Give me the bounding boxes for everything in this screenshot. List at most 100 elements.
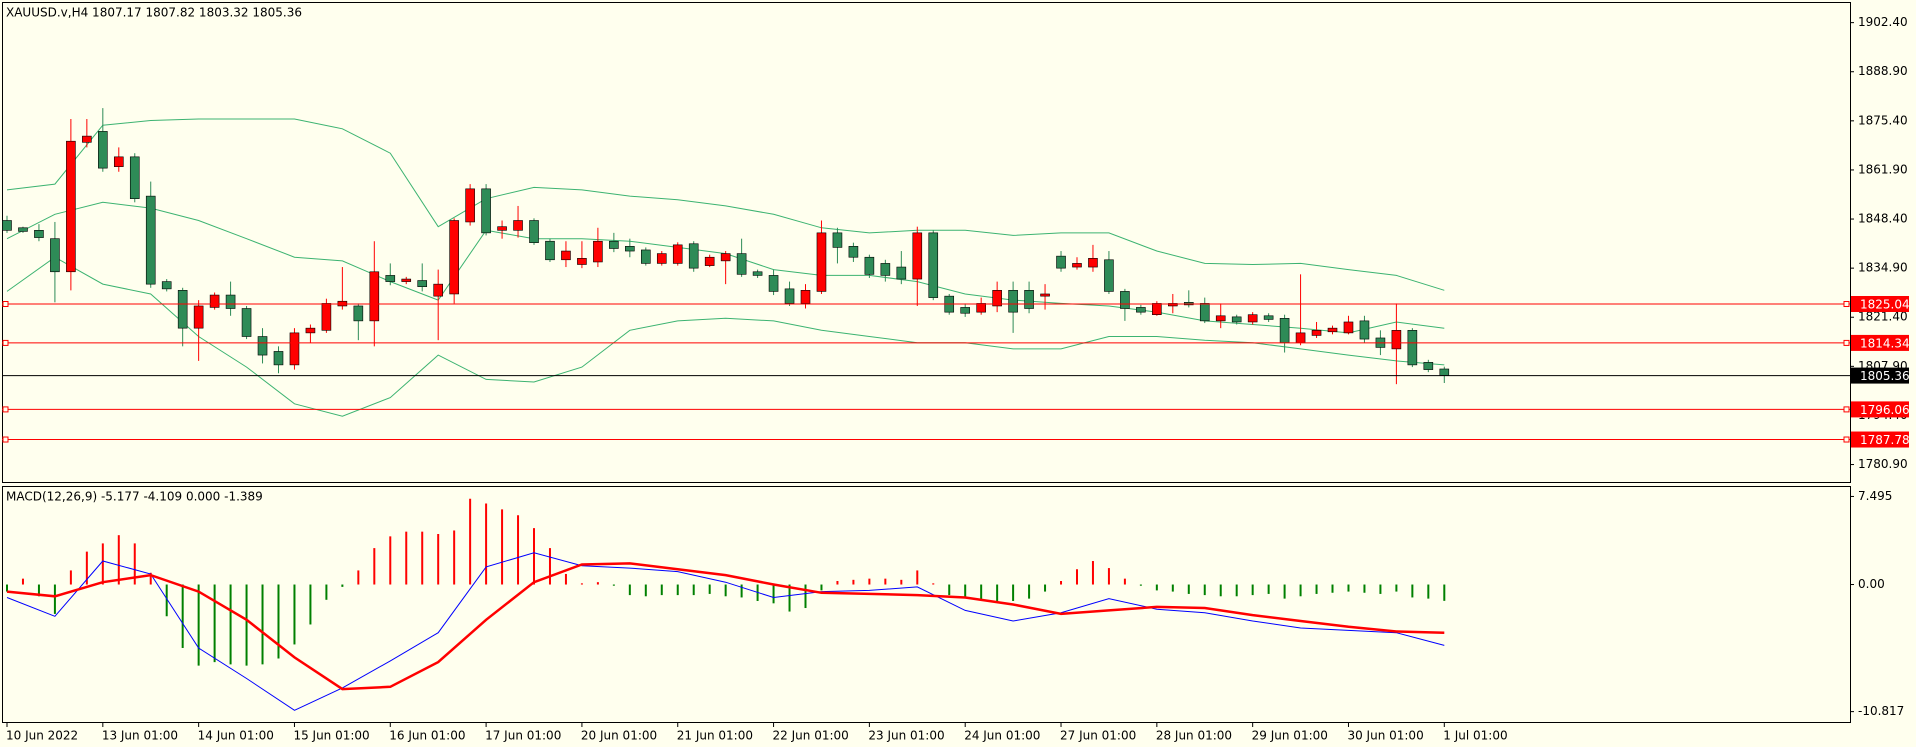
candle-body	[928, 232, 939, 298]
candle-body	[50, 238, 60, 273]
candle-body	[1359, 320, 1370, 340]
level-label-box	[1851, 401, 1909, 418]
y-tick-label: 1902.40	[1858, 15, 1908, 29]
indicator-line	[6, 552, 1445, 711]
candle-body	[1136, 307, 1146, 313]
candle-body	[1072, 263, 1082, 268]
candle-body	[880, 263, 891, 276]
candle-body	[545, 240, 555, 261]
candle-body	[18, 227, 28, 232]
candle-body	[289, 332, 300, 366]
level-label-box	[1851, 334, 1909, 351]
level-marker	[2, 301, 9, 308]
candle-body	[896, 266, 907, 280]
level-marker	[2, 339, 9, 346]
indicator-line	[6, 118, 1445, 291]
candle-body	[145, 195, 156, 285]
candle-body	[193, 305, 204, 329]
candle-body	[1040, 293, 1050, 297]
y-tick-label: 0.00	[1858, 577, 1885, 591]
candle-body	[912, 232, 923, 280]
candle-body	[1008, 290, 1018, 313]
candle-body	[688, 243, 699, 269]
candle-body	[640, 249, 651, 264]
candle-body	[529, 220, 539, 243]
candle-body	[82, 135, 92, 143]
level-marker	[1843, 339, 1850, 346]
y-tick-label: 1875.40	[1858, 113, 1908, 127]
last-price-label: 1805.36	[1860, 369, 1910, 383]
candle-body	[241, 308, 252, 337]
candle-body	[497, 226, 507, 231]
y-tick-label: -10.817	[1858, 704, 1904, 718]
candle-body	[66, 140, 76, 273]
candle-body	[672, 244, 683, 264]
candle-body	[465, 188, 475, 223]
candle-body	[305, 327, 316, 334]
candle-body	[177, 290, 188, 329]
candle-body	[1343, 321, 1354, 334]
candle-body	[561, 250, 571, 261]
candle-body	[1247, 314, 1258, 323]
candle-body	[768, 275, 779, 292]
x-tick-label: 16 Jun 01:00	[389, 729, 465, 743]
y-tick-label: 7.495	[1858, 489, 1892, 503]
candle-body	[992, 290, 1002, 307]
candle-body	[1104, 259, 1114, 292]
y-tick-label: 1861.90	[1858, 162, 1908, 176]
candle-body	[369, 271, 380, 322]
level-label: 1787.78	[1860, 433, 1910, 447]
candle-body	[848, 246, 859, 258]
candle-body	[353, 305, 364, 322]
candle-body	[864, 256, 875, 275]
x-tick-label: 22 Jun 01:00	[773, 729, 849, 743]
candle-body	[593, 240, 603, 263]
level-marker	[1843, 301, 1850, 308]
candle-body	[1327, 327, 1338, 333]
candle-body	[1168, 303, 1178, 307]
candle-body	[720, 253, 731, 262]
candle-body	[1215, 315, 1226, 322]
x-tick-label: 14 Jun 01:00	[198, 729, 274, 743]
y-tick-label: 1834.90	[1858, 261, 1908, 275]
candle-body	[209, 294, 220, 308]
indicator-line	[6, 256, 1445, 417]
y-tick-label: 1888.90	[1858, 64, 1908, 78]
candle-body	[1120, 291, 1130, 309]
y-tick-label: 1848.40	[1858, 212, 1908, 226]
level-marker	[1843, 406, 1850, 413]
x-tick-label: 24 Jun 01:00	[964, 729, 1040, 743]
candle-body	[273, 351, 284, 366]
candle-body	[656, 253, 667, 264]
x-tick-label: 21 Jun 01:00	[677, 729, 753, 743]
candle-body	[832, 232, 843, 248]
candle-body	[161, 281, 172, 290]
candle-body	[417, 280, 428, 287]
x-tick-label: 17 Jun 01:00	[485, 729, 561, 743]
x-tick-label: 30 Jun 01:00	[1347, 729, 1423, 743]
candle-body	[800, 290, 811, 304]
candle-body	[1024, 290, 1034, 309]
level-label: 1814.34	[1860, 336, 1910, 350]
candle-body	[1423, 362, 1434, 370]
candle-body	[113, 156, 124, 167]
candle-body	[752, 271, 763, 276]
level-marker	[1843, 436, 1850, 443]
price-title: XAUUSD.v,H4 1807.17 1807.82 1803.32 1805…	[6, 6, 302, 20]
candle-body	[1088, 258, 1098, 268]
candle-body	[1152, 303, 1162, 315]
x-tick-label: 10 Jun 2022	[6, 729, 78, 743]
candle-body	[1439, 368, 1450, 376]
candle-body	[513, 220, 523, 231]
candle-body	[34, 230, 44, 238]
candle-body	[257, 336, 268, 356]
level-label-box	[1851, 431, 1909, 448]
last-price-box	[1851, 367, 1909, 384]
level-label: 1796.06	[1860, 403, 1910, 417]
candle-body	[625, 246, 635, 252]
x-tick-label: 13 Jun 01:00	[102, 729, 178, 743]
candle-body	[2, 220, 12, 231]
candle-body	[736, 253, 747, 275]
